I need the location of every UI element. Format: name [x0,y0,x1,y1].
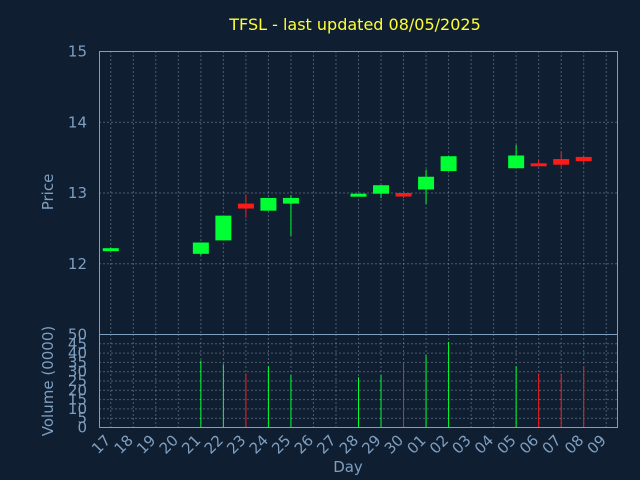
axis-labels: 1213141505101520253035404550171819202122… [68,43,610,458]
candle-body [192,242,209,254]
price-tick-label: 15 [68,43,87,61]
volume-bars [200,341,585,428]
grid-layer [99,51,618,428]
volume-tick-label: 25 [68,372,87,390]
volume-tick-label: 10 [68,400,87,418]
x-tick-label: 09 [584,431,610,457]
price-tick-label: 12 [68,255,87,273]
volume-tick-label: 5 [77,409,87,427]
volume-tick-label: 40 [68,344,87,362]
candle-body [530,163,547,167]
price-tick-label: 13 [68,184,87,202]
candle-body [395,193,412,197]
candle-body [350,193,367,197]
volume-tick-label: 15 [68,391,87,409]
candle-body [418,176,435,190]
candle-body [102,248,119,252]
candle-body [440,156,457,172]
candle-body [215,215,232,241]
price-axis-title: Price [39,174,57,211]
volume-plot-frame [99,334,618,428]
volume-tick-label: 0 [77,419,87,437]
volume-tick-label: 50 [68,326,87,344]
price-tick-label: 14 [68,113,87,131]
candle-body [282,197,299,204]
candle-body [237,203,254,209]
candle-body [260,197,277,211]
volume-axis-title: Volume (0000) [39,326,57,436]
x-axis-title: Day [333,458,363,476]
candles [102,144,592,256]
volume-tick-label: 35 [68,353,87,371]
chart-title: TFSL - last updated 08/05/2025 [228,15,481,34]
candle-body [575,156,592,162]
volume-tick-label: 30 [68,363,87,381]
volume-tick-label: 45 [68,335,87,353]
candle-body [373,185,390,194]
candle-body [553,159,570,165]
candle-body [508,155,525,169]
volume-tick-label: 20 [68,381,87,399]
